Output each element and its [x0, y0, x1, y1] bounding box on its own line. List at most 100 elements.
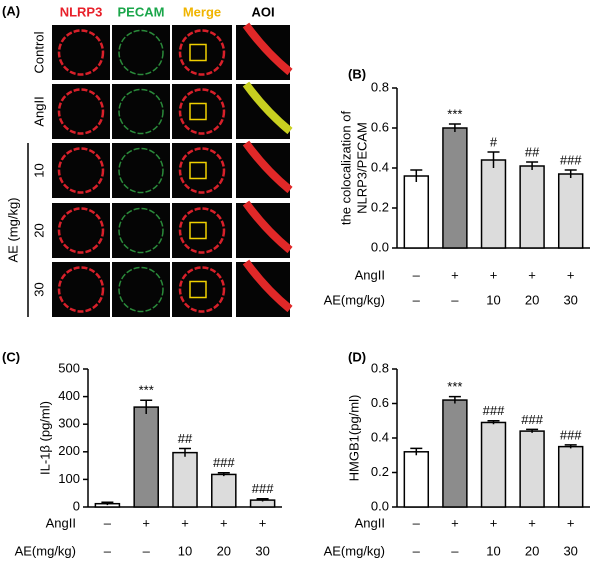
significance: ###	[560, 427, 582, 442]
y-tick-label: 400	[58, 388, 80, 403]
condition-label: 20	[525, 292, 539, 307]
error-bar	[526, 428, 539, 433]
condition-label: –	[104, 543, 112, 558]
aoi-band	[242, 22, 293, 76]
panel-label: (A)	[2, 3, 20, 18]
significance: ##	[178, 431, 193, 446]
error-bar	[487, 420, 500, 425]
y-axis-label: the colocalization of	[338, 111, 353, 226]
error-bar	[487, 151, 500, 168]
micrograph	[52, 84, 110, 139]
vessel-outline	[118, 88, 164, 135]
condition-name: AngII	[46, 515, 76, 530]
aoi-box	[189, 280, 207, 299]
y-tick-label: 0.2	[371, 464, 389, 479]
significance: ###	[560, 152, 582, 167]
bar	[519, 165, 545, 249]
micrograph	[52, 203, 110, 258]
column-header: NLRP3	[60, 4, 103, 19]
significance: ###	[252, 481, 274, 496]
vessel-outline	[118, 266, 164, 313]
y-tick-label: 0	[73, 498, 80, 513]
condition-name: AE(mg/kg)	[15, 543, 76, 558]
column-header: AOI	[251, 4, 274, 19]
aoi-band	[242, 259, 293, 313]
significance: ###	[483, 403, 505, 418]
panel-label: (D)	[348, 349, 366, 364]
micrograph	[112, 143, 170, 198]
bar	[403, 175, 430, 249]
condition-label: +	[220, 515, 228, 530]
bar	[557, 173, 584, 249]
vessel-outline	[57, 266, 105, 313]
error-bar	[564, 169, 577, 178]
y-tick-label: 0.6	[371, 395, 389, 410]
condition-label: +	[490, 267, 498, 282]
significance: ###	[521, 412, 543, 427]
condition-label: –	[413, 292, 421, 307]
error-bar	[410, 169, 423, 182]
y-axis-label: HMGB1(pg/ml)	[346, 395, 361, 482]
condition-label: –	[143, 543, 151, 558]
micrograph	[52, 25, 110, 80]
micrograph	[172, 143, 232, 198]
column-header: PECAM	[118, 4, 165, 19]
bar	[172, 451, 198, 508]
y-tick-label: 0.8	[371, 79, 389, 94]
bar	[403, 451, 430, 508]
bar	[211, 473, 237, 508]
y-tick-label: 100	[58, 471, 80, 486]
micrograph	[236, 262, 290, 317]
condition-label: +	[528, 515, 536, 530]
row-label: Control	[31, 31, 46, 73]
vessel-outline	[57, 147, 105, 194]
error-bar	[448, 395, 461, 404]
bar	[133, 406, 159, 508]
condition-label: +	[567, 267, 575, 282]
aoi-band	[242, 140, 293, 194]
condition-label: +	[567, 515, 575, 530]
micrograph	[172, 262, 232, 317]
condition-label: 10	[178, 543, 192, 558]
micrograph	[172, 84, 232, 139]
significance: ###	[213, 455, 235, 470]
error-bar	[526, 161, 539, 170]
micrograph	[112, 84, 170, 139]
significance: ***	[447, 379, 462, 394]
micrograph	[236, 84, 290, 139]
condition-name: AngII	[355, 267, 385, 282]
y-tick-label: 0.8	[371, 360, 389, 375]
column-header: Merge	[183, 4, 221, 19]
condition-label: +	[451, 515, 459, 530]
bar	[519, 430, 545, 508]
y-axis-label: NLRP3/PECAM	[354, 122, 369, 214]
panel-label: (B)	[348, 66, 366, 81]
condition-name: AE(mg/kg)	[324, 292, 385, 307]
vessel-outline	[57, 207, 105, 254]
group-label: AE (mg/kg)	[5, 197, 20, 262]
error-bar	[564, 444, 577, 449]
vessel-outline	[57, 29, 105, 76]
micrograph	[236, 203, 290, 258]
error-bar	[140, 399, 153, 414]
error-bar	[101, 501, 114, 506]
error-bar	[448, 123, 461, 132]
vessel-outline	[178, 88, 226, 135]
micrograph	[172, 203, 232, 258]
condition-label: –	[104, 515, 112, 530]
error-bar	[179, 447, 191, 457]
aoi-box	[189, 221, 207, 240]
condition-label: –	[413, 267, 421, 282]
condition-label: 20	[525, 543, 539, 558]
significance: #	[490, 134, 498, 149]
bar	[480, 421, 507, 508]
micrograph	[236, 143, 290, 198]
condition-label: 10	[486, 543, 500, 558]
y-tick-label: 0.4	[371, 429, 389, 444]
micrograph	[236, 25, 290, 80]
significance: ##	[525, 144, 540, 159]
y-tick-label: 300	[58, 416, 80, 431]
row-label: AngII	[31, 96, 46, 126]
y-tick-label: 0.0	[371, 239, 389, 254]
